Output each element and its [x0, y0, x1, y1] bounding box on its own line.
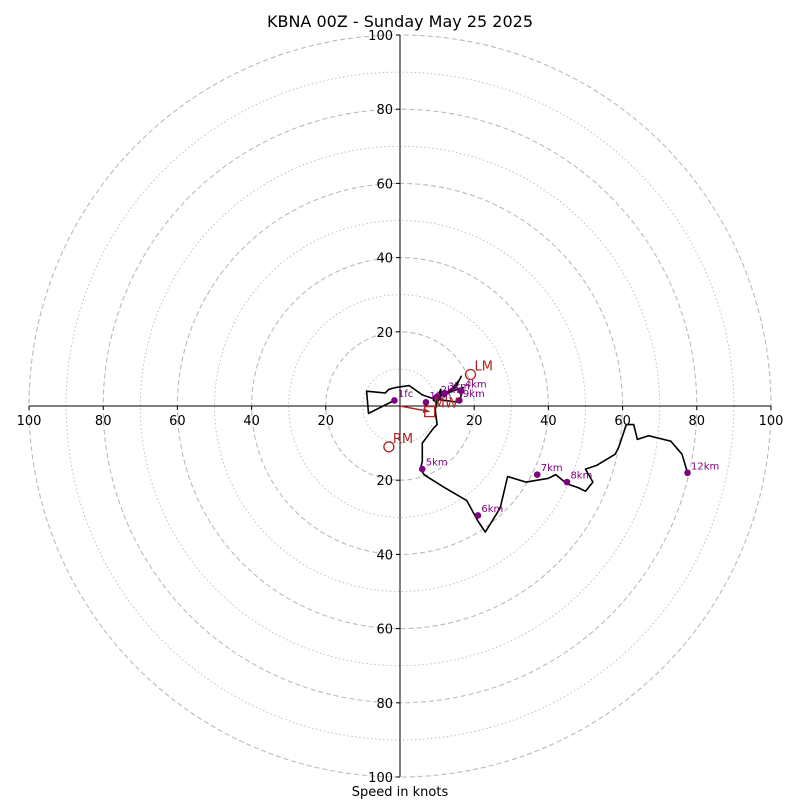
height-label-6km: 6km: [481, 504, 503, 515]
storm-rm-label: RM: [393, 432, 413, 447]
height-marker-1fc: [391, 397, 398, 404]
hodograph-trace-layer: [365, 375, 689, 533]
axes: 100 80 60 40 20 20 40 60 80 100 100 80 60 40 20 20 40 60 8…: [17, 29, 784, 786]
storm-lm-label: LM: [474, 359, 492, 374]
height-marker-6km: [474, 512, 482, 519]
y-tick-label: 40: [376, 252, 393, 267]
storm-rm-marker: [383, 441, 395, 453]
height-label-1km: 1km: [429, 391, 451, 402]
y-tick-label: 80: [376, 697, 393, 712]
storm-motion-layer: LM RM MW: [383, 359, 493, 453]
storm-lm-marker: [464, 368, 477, 381]
height-label-5km: 5km: [426, 458, 448, 469]
chart-title: KBNA 00Z - Sunday May 25 2025: [267, 12, 533, 31]
height-marker-4km: [457, 387, 465, 395]
y-tick-label: 60: [376, 177, 393, 192]
y-tick-label: 20: [376, 326, 393, 341]
y-tick-label: 20: [376, 474, 393, 489]
x-tick-label: 100: [759, 414, 784, 429]
height-marker-5km: [418, 465, 426, 473]
x-tick-label: 60: [614, 414, 631, 429]
height-label-3km: 3km: [448, 382, 470, 393]
height-label-1fc: 1fc: [398, 389, 413, 400]
x-tick-label: 20: [318, 414, 335, 429]
x-axis-label: Speed in knots: [352, 785, 449, 800]
height-label-7km: 7km: [541, 463, 563, 474]
height-marker-1km: [422, 398, 430, 406]
y-tick-label: 80: [376, 103, 393, 118]
x-tick-label: 100: [17, 414, 42, 429]
height-label-4km: 4km: [465, 380, 487, 391]
x-tick-label: 80: [689, 414, 706, 429]
height-label-12km: 12km: [691, 461, 719, 472]
x-tick-label: 40: [243, 414, 260, 429]
storm-motion-arrowhead: [422, 407, 430, 414]
x-tick-label: 40: [540, 414, 557, 429]
height-marker-12km: [684, 469, 691, 477]
height-label-2km: 2km: [441, 385, 463, 396]
x-tick-label: 20: [466, 414, 483, 429]
height-marker-8km: [563, 478, 571, 486]
height-marker-3km: [441, 389, 448, 397]
storm-mw-label: MW: [434, 397, 458, 412]
height-marker-7km: [533, 471, 541, 478]
storm-mw-marker: [424, 405, 436, 418]
x-tick-label: 60: [169, 414, 186, 429]
height-marker-2km: [433, 393, 441, 401]
hodograph-trace-line: [365, 375, 689, 533]
y-tick-label: 40: [376, 548, 393, 563]
height-label-8km: 8km: [570, 471, 592, 482]
y-tick-label: 100: [368, 29, 393, 44]
height-marker-9km: [456, 397, 463, 404]
y-tick-label: 60: [376, 623, 393, 638]
x-tick-label: 80: [95, 414, 112, 429]
y-tick-label: 100: [368, 771, 393, 786]
height-label-9km: 9km: [463, 389, 485, 400]
